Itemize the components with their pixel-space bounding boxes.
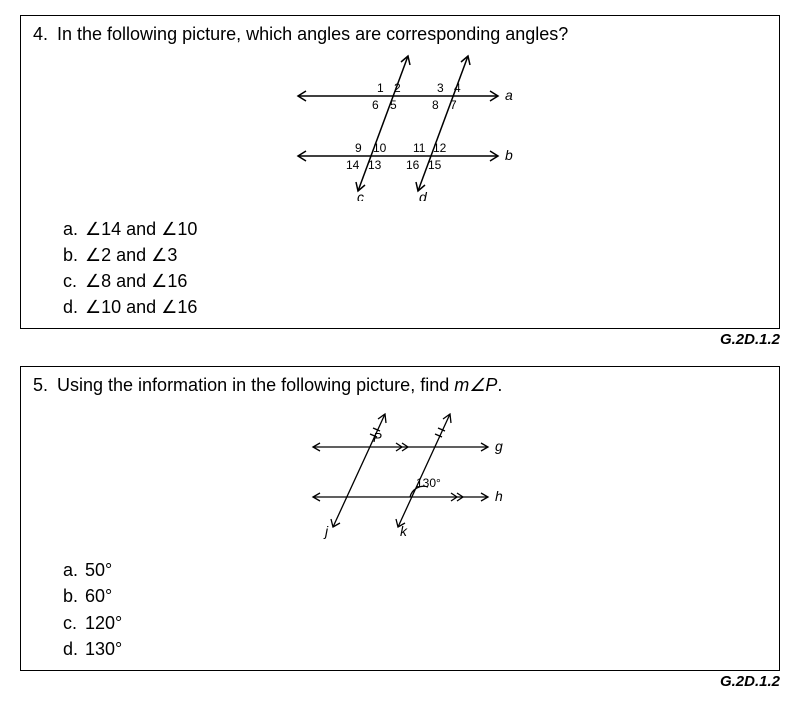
q5-standard: G.2D.1.2 (20, 673, 780, 690)
svg-text:10: 10 (373, 141, 387, 155)
q5-prompt: 5.Using the information in the following… (33, 375, 767, 396)
svg-text:2: 2 (394, 81, 401, 95)
q5-prompt-var: m∠P (454, 375, 497, 395)
q5-choice-b: b.60° (63, 583, 767, 609)
q5-choices: a.50° b.60° c.120° d.130° (63, 557, 767, 661)
q4-choices: a.∠14 and ∠10 b.∠2 and ∠3 c.∠8 and ∠16 d… (63, 216, 767, 320)
svg-text:a: a (505, 87, 513, 103)
svg-text:14: 14 (346, 158, 360, 172)
svg-text:j: j (323, 523, 329, 539)
q4-prompt-text: In the following picture, which angles a… (57, 24, 568, 44)
svg-text:7: 7 (450, 98, 457, 112)
svg-text:130°: 130° (416, 476, 441, 490)
svg-text:16: 16 (406, 158, 420, 172)
svg-text:9: 9 (355, 141, 362, 155)
svg-text:d: d (419, 189, 428, 201)
svg-text:8: 8 (432, 98, 439, 112)
svg-text:g: g (495, 438, 503, 454)
svg-text:b: b (505, 147, 513, 163)
q4-choice-c: c.∠8 and ∠16 (63, 268, 767, 294)
svg-text:6: 6 (372, 98, 379, 112)
q5-prompt-pre: Using the information in the following p… (57, 375, 454, 395)
q4-number: 4. (33, 24, 57, 45)
svg-text:k: k (400, 523, 408, 539)
svg-text:13: 13 (368, 158, 382, 172)
svg-text:c: c (357, 189, 364, 201)
svg-text:12: 12 (433, 141, 447, 155)
q4-choice-b: b.∠2 and ∠3 (63, 242, 767, 268)
q5-prompt-post: . (497, 375, 502, 395)
svg-text:5: 5 (390, 98, 397, 112)
q4-prompt: 4.In the following picture, which angles… (33, 24, 767, 45)
q5-choice-a: a.50° (63, 557, 767, 583)
q4-choice-a: a.∠14 and ∠10 (63, 216, 767, 242)
svg-text:1: 1 (377, 81, 384, 95)
svg-text:h: h (495, 488, 503, 504)
q4-diagram: a b c d 1 2 5 6 3 4 7 8 9 10 13 14 1 (33, 51, 767, 206)
q4-choice-d: d.∠10 and ∠16 (63, 294, 767, 320)
q5-choice-c: c.120° (63, 610, 767, 636)
question-5: 5.Using the information in the following… (20, 366, 780, 670)
svg-text:3: 3 (437, 81, 444, 95)
q4-standard: G.2D.1.2 (20, 331, 780, 348)
svg-text:11: 11 (413, 141, 426, 155)
svg-text:P: P (373, 430, 382, 445)
svg-text:4: 4 (454, 81, 461, 95)
q5-choice-d: d.130° (63, 636, 767, 662)
q5-diagram: g h j k P 130° (33, 402, 767, 547)
svg-text:15: 15 (428, 158, 442, 172)
q5-number: 5. (33, 375, 57, 396)
question-4: 4.In the following picture, which angles… (20, 15, 780, 329)
